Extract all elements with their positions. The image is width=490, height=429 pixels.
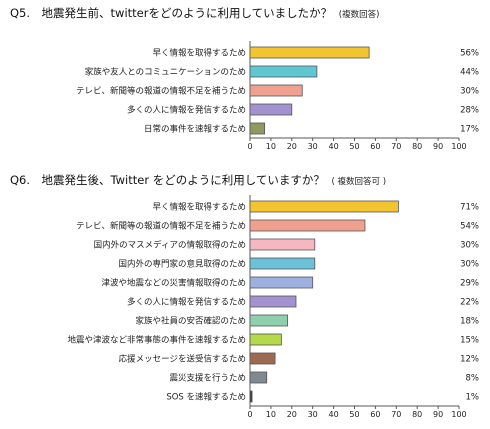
q6-bar-10 bbox=[249, 390, 253, 403]
q6-value-label-7: 15% bbox=[460, 336, 479, 346]
q6-bar-7 bbox=[249, 333, 282, 346]
q5-category-label-0: 早く情報を取得するため bbox=[152, 48, 246, 59]
q5-tick-label-10: 100 bbox=[451, 142, 466, 151]
q6-tick-label-4: 40 bbox=[329, 410, 339, 419]
q5-tick-label-7: 70 bbox=[391, 142, 401, 151]
q6-bar-5 bbox=[249, 295, 297, 308]
q5-tick-label-9: 90 bbox=[433, 142, 443, 151]
q6-value-label-0: 71% bbox=[460, 203, 479, 213]
q6-category-label-2: 国内外のマスメディアの情報取得のため bbox=[94, 240, 246, 251]
q6-value-label-1: 54% bbox=[460, 222, 479, 232]
q6-category-label-10: SOS を速報するため bbox=[166, 393, 246, 403]
q5-value-label-3: 28% bbox=[460, 106, 479, 116]
q6-tick-label-6: 60 bbox=[370, 410, 380, 419]
q6-category-label-3: 国内外の専門家の意見取得のため bbox=[118, 259, 246, 270]
q6-category-label-5: 多くの人に情報を発信するため bbox=[127, 297, 246, 308]
q6-title-main: Q6. 地震発生後、Twitter をどのように利用していますか？ bbox=[10, 173, 325, 187]
q5-tick-label-1: 10 bbox=[266, 142, 276, 151]
q5-value-label-1: 44% bbox=[460, 68, 479, 78]
q5-value-label-2: 30% bbox=[460, 87, 479, 97]
q6-title: Q6. 地震発生後、Twitter をどのように利用していますか？ ( 複数回答… bbox=[10, 173, 386, 187]
q5-title-sub: (複数回答) bbox=[339, 9, 380, 20]
q5-tick-label-4: 40 bbox=[329, 142, 339, 151]
q6-bar-3 bbox=[249, 257, 316, 270]
q5-tick-label-8: 80 bbox=[412, 142, 422, 151]
q5-title: Q5. 地震発生前、twitterをどのように利用していましたか？ (複数回答) bbox=[10, 6, 379, 20]
q6-bar-9 bbox=[249, 371, 268, 384]
q5-bar-0 bbox=[249, 46, 370, 59]
q5-value-label-0: 56% bbox=[460, 49, 479, 59]
q6-bar-6 bbox=[249, 314, 289, 327]
q6-title-sub: ( 複数回答可 ) bbox=[332, 176, 387, 187]
q6-chart: 早く情報を取得するため 71% テレビ、新聞等の報道の情報不足を補うため 54% 国内外… bbox=[67, 195, 479, 419]
q6-category-label-9: 震災支援を行うため bbox=[169, 373, 246, 384]
q6-value-label-2: 30% bbox=[460, 241, 479, 251]
q6-tick-label-0: 0 bbox=[247, 410, 252, 419]
q5-bar-4 bbox=[249, 122, 266, 135]
q5-category-label-2: テレビ、新聞等の報道の情報不足を補うため bbox=[76, 86, 246, 97]
q6-bar-8 bbox=[249, 352, 276, 365]
q5-bar-2 bbox=[249, 84, 303, 97]
q6-category-label-1: テレビ、新聞等の報道の情報不足を補うため bbox=[76, 221, 246, 232]
q6-value-label-8: 12% bbox=[460, 355, 479, 365]
q5-value-label-4: 17% bbox=[460, 125, 479, 135]
q6-value-label-3: 30% bbox=[460, 260, 479, 270]
q6-tick-label-10: 100 bbox=[451, 410, 466, 419]
q6-tick-label-9: 90 bbox=[433, 410, 443, 419]
q6-category-label-7: 地震や津波など非常事態の事件を速報するため bbox=[67, 335, 246, 346]
q5-title-main: Q5. 地震発生前、twitterをどのように利用していましたか？ bbox=[10, 6, 332, 20]
q6-category-label-4: 津波や地震などの災害情報取得のため bbox=[101, 278, 246, 289]
q5-tick-label-3: 30 bbox=[308, 142, 318, 151]
q6-bar-1 bbox=[249, 219, 366, 232]
q5-tick-label-0: 0 bbox=[247, 142, 252, 151]
q6-category-label-8: 応援メッセージを送受信するため bbox=[119, 354, 246, 365]
q5-bar-3 bbox=[249, 103, 293, 116]
q5-category-label-1: 家族や友人とのコミュニケーションのため bbox=[85, 67, 246, 78]
q5-bar-1 bbox=[249, 65, 318, 78]
q6-value-label-5: 22% bbox=[460, 298, 479, 308]
q6-value-label-6: 18% bbox=[460, 317, 479, 327]
q6-category-label-6: 家族や社員の安否確認のため bbox=[135, 316, 246, 327]
q5-tick-label-2: 20 bbox=[287, 142, 297, 151]
q6-tick-label-2: 20 bbox=[287, 410, 297, 419]
q5-tick-label-6: 60 bbox=[370, 142, 380, 151]
q6-bar-4 bbox=[249, 276, 314, 289]
q6-bar-0 bbox=[249, 200, 399, 213]
q6-tick-label-5: 50 bbox=[349, 410, 359, 419]
q6-value-label-10: 1% bbox=[466, 393, 480, 403]
q6-tick-label-8: 80 bbox=[412, 410, 422, 419]
q6-category-label-0: 早く情報を取得するため bbox=[152, 202, 246, 213]
q6-tick-label-3: 30 bbox=[308, 410, 318, 419]
q6-tick-label-7: 70 bbox=[391, 410, 401, 419]
q5-category-label-4: 日常の事件を速報するため bbox=[144, 124, 246, 135]
q6-bar-2 bbox=[249, 238, 316, 251]
q6-value-label-9: 8% bbox=[466, 374, 480, 384]
q6-tick-label-1: 10 bbox=[266, 410, 276, 419]
q6-value-label-4: 29% bbox=[460, 279, 479, 289]
q5-tick-label-5: 50 bbox=[349, 142, 359, 151]
q5-category-label-3: 多くの人に情報を発信するため bbox=[127, 105, 246, 116]
q5-chart: 早く情報を取得するため 56% 家族や友人とのコミュニケーションのため 44% テレビ、… bbox=[76, 41, 479, 151]
